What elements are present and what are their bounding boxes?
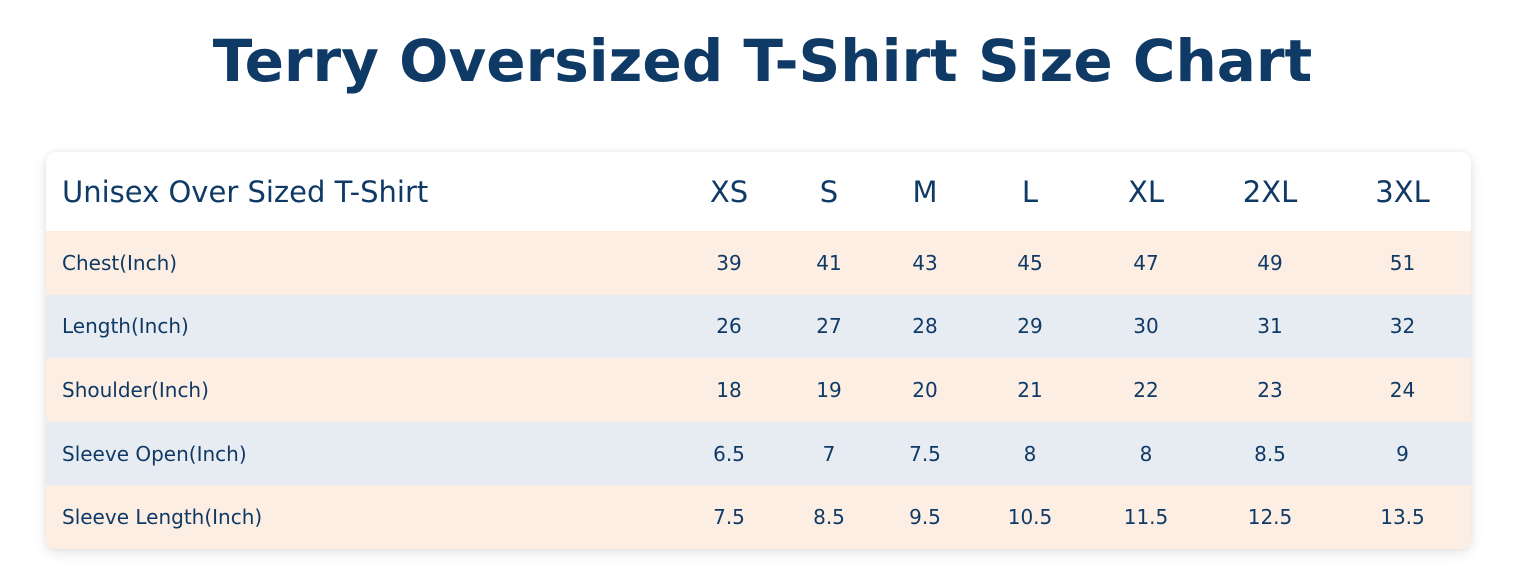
table-header-row: Unisex Over Sized T-Shirt XS S M L XL 2X… bbox=[46, 152, 1471, 231]
table-cell: 19 bbox=[816, 377, 842, 402]
table-cell: 6.5 bbox=[713, 441, 745, 466]
row-label: Length(Inch) bbox=[62, 314, 189, 339]
size-header-2xl: 2XL bbox=[1242, 174, 1298, 209]
table-cell: 10.5 bbox=[1007, 505, 1053, 530]
table-cell: 47 bbox=[1133, 250, 1159, 275]
table-cell: 18 bbox=[716, 377, 742, 402]
size-header-3xl: 3XL bbox=[1375, 174, 1430, 209]
table-cell: 43 bbox=[912, 250, 938, 275]
table-row-sleeve-length: Sleeve Length(Inch) 7.5 8.5 9.5 10.5 11.… bbox=[46, 485, 1471, 549]
table-cell: 20 bbox=[912, 377, 938, 402]
row-label: Chest(Inch) bbox=[62, 250, 178, 275]
table-cell: 8.5 bbox=[813, 505, 845, 530]
table-cell: 13.5 bbox=[1380, 505, 1425, 530]
table-cell: 8 bbox=[1023, 441, 1037, 466]
table-cell: 12.5 bbox=[1247, 505, 1293, 530]
row-label: Sleeve Length(Inch) bbox=[62, 505, 263, 530]
table-cell: 21 bbox=[1017, 377, 1043, 402]
table-row-sleeve-open: Sleeve Open(Inch) 6.5 7 7.5 8 8 8.5 9 bbox=[46, 421, 1471, 486]
row-label: Shoulder(Inch) bbox=[62, 377, 209, 402]
table-cell: 9 bbox=[1396, 441, 1409, 466]
table-cell: 41 bbox=[816, 250, 842, 275]
table-cell: 39 bbox=[716, 250, 742, 275]
table-cell: 8 bbox=[1139, 441, 1153, 466]
table-cell: 32 bbox=[1389, 314, 1416, 339]
table-cell: 7.5 bbox=[909, 441, 941, 466]
table-cell: 8.5 bbox=[1254, 441, 1286, 466]
table-row-length: Length(Inch) 26 27 28 29 30 31 32 bbox=[46, 294, 1471, 359]
row-label: Sleeve Open(Inch) bbox=[62, 441, 247, 466]
table-cell: 7 bbox=[822, 441, 836, 466]
table-cell: 22 bbox=[1133, 377, 1159, 402]
table-cell: 28 bbox=[912, 314, 938, 339]
table-cell: 30 bbox=[1133, 314, 1159, 339]
size-chart-table: Unisex Over Sized T-Shirt XS S M L XL 2X… bbox=[46, 152, 1471, 549]
size-header-xs: XS bbox=[709, 174, 749, 209]
table-cell: 23 bbox=[1257, 377, 1283, 402]
table-cell: 11.5 bbox=[1123, 505, 1169, 530]
size-header-xl: XL bbox=[1127, 174, 1165, 209]
table-cell: 49 bbox=[1257, 250, 1283, 275]
table-cell: 7.5 bbox=[713, 505, 745, 530]
table-cell: 51 bbox=[1389, 250, 1416, 275]
table-header-label: Unisex Over Sized T-Shirt bbox=[62, 174, 429, 209]
size-chart-card: Unisex Over Sized T-Shirt XS S M L XL 2X… bbox=[46, 152, 1471, 549]
table-row-shoulder: Shoulder(Inch) 18 19 20 21 22 23 24 bbox=[46, 358, 1471, 422]
table-cell: 29 bbox=[1017, 314, 1043, 339]
table-cell: 26 bbox=[716, 314, 742, 339]
size-header-m: M bbox=[912, 174, 938, 209]
table-cell: 31 bbox=[1257, 314, 1283, 339]
table-cell: 45 bbox=[1017, 250, 1043, 275]
table-row-chest: Chest(Inch) 39 41 43 45 47 49 51 bbox=[46, 231, 1471, 295]
size-header-l: L bbox=[1021, 174, 1039, 209]
page-title: Terry Oversized T-Shirt Size Chart bbox=[212, 27, 1313, 95]
table-cell: 24 bbox=[1389, 377, 1416, 402]
size-header-s: S bbox=[819, 174, 839, 209]
table-cell: 9.5 bbox=[909, 505, 941, 530]
table-cell: 27 bbox=[816, 314, 842, 339]
